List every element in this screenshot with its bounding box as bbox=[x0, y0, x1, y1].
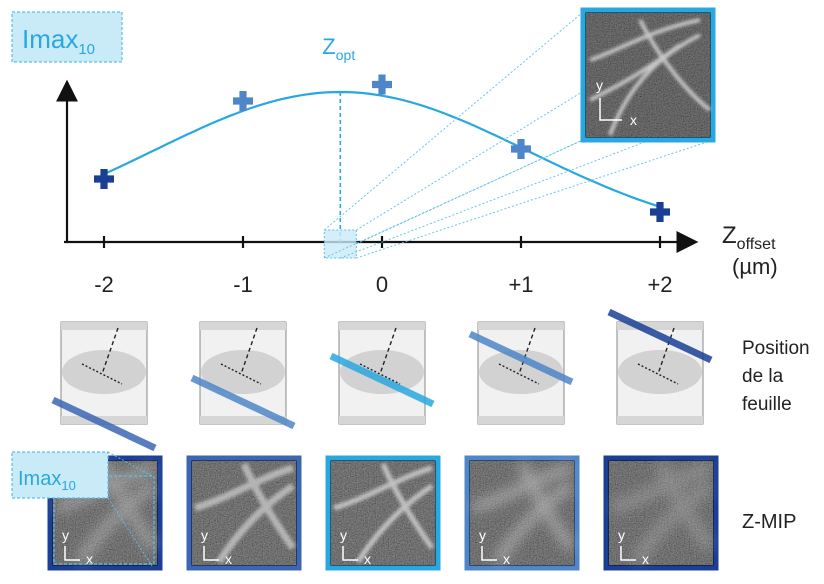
sheet-diagram bbox=[607, 308, 713, 425]
z-mip-label: Z-MIP bbox=[742, 511, 796, 533]
x-axis-label: Zoffset bbox=[722, 222, 776, 253]
optimum-region-box bbox=[323, 229, 357, 259]
mip-axis-y: y bbox=[201, 527, 208, 543]
x-axis-unit: (µm) bbox=[732, 254, 778, 279]
data-marker bbox=[233, 91, 253, 111]
z-mip-image: yx bbox=[464, 455, 580, 571]
mip-axis-x: x bbox=[642, 551, 649, 567]
sheet-diagram bbox=[190, 321, 296, 430]
x-tick-label: 0 bbox=[376, 272, 388, 297]
mip-axis-y: y bbox=[618, 527, 625, 543]
y-axis-label: Imax10 bbox=[22, 24, 95, 58]
mip-axis-y: y bbox=[340, 527, 347, 543]
mip-axis-y: y bbox=[479, 527, 486, 543]
mip-imax-label-box: Imax10 bbox=[11, 451, 153, 567]
sheet-label-line-2: de la bbox=[742, 366, 784, 387]
x-axis-tick-labels: -2 -1 0 +1 +2 bbox=[94, 272, 672, 297]
mip-axis-x: x bbox=[503, 551, 510, 567]
light-sheet bbox=[329, 352, 435, 408]
z-mip-image: yx bbox=[186, 455, 302, 571]
z-mip-image: yx bbox=[603, 455, 719, 571]
data-marker bbox=[94, 169, 114, 189]
data-marker bbox=[650, 202, 670, 222]
sheet-diagram bbox=[468, 321, 574, 425]
inset-axis-y: y bbox=[596, 77, 603, 93]
inset-axis-x: x bbox=[630, 112, 637, 128]
light-sheet bbox=[607, 308, 713, 364]
x-tick-label: +2 bbox=[647, 272, 672, 297]
sheet-label-line-1: Position bbox=[742, 338, 810, 359]
data-marker bbox=[372, 74, 392, 95]
optimum-label: Zopt bbox=[322, 34, 355, 63]
mip-imax-label: Imax10 bbox=[18, 468, 76, 493]
sheet-position-row bbox=[51, 308, 713, 452]
light-sheet bbox=[190, 374, 296, 430]
sheet-diagram bbox=[329, 321, 435, 425]
z-mip-image: yx bbox=[325, 455, 441, 571]
sheet-label-line-3: feuille bbox=[742, 394, 792, 415]
x-tick-label: -2 bbox=[94, 272, 114, 297]
x-tick-label: -1 bbox=[233, 272, 253, 297]
fit-curve bbox=[103, 90, 661, 208]
mip-axis-y: y bbox=[62, 527, 69, 543]
y-axis-label-box: Imax10 bbox=[11, 11, 123, 63]
light-sheet bbox=[468, 330, 574, 386]
mip-axis-x: x bbox=[364, 551, 371, 567]
data-marker bbox=[511, 139, 531, 159]
light-sheet bbox=[51, 396, 157, 452]
mip-axis-x: x bbox=[86, 551, 93, 567]
mip-axis-x: x bbox=[225, 551, 232, 567]
zoom-inset-image: y x bbox=[580, 7, 716, 143]
x-tick-label: +1 bbox=[508, 272, 533, 297]
sheet-diagram bbox=[51, 321, 157, 452]
data-markers bbox=[94, 74, 670, 222]
